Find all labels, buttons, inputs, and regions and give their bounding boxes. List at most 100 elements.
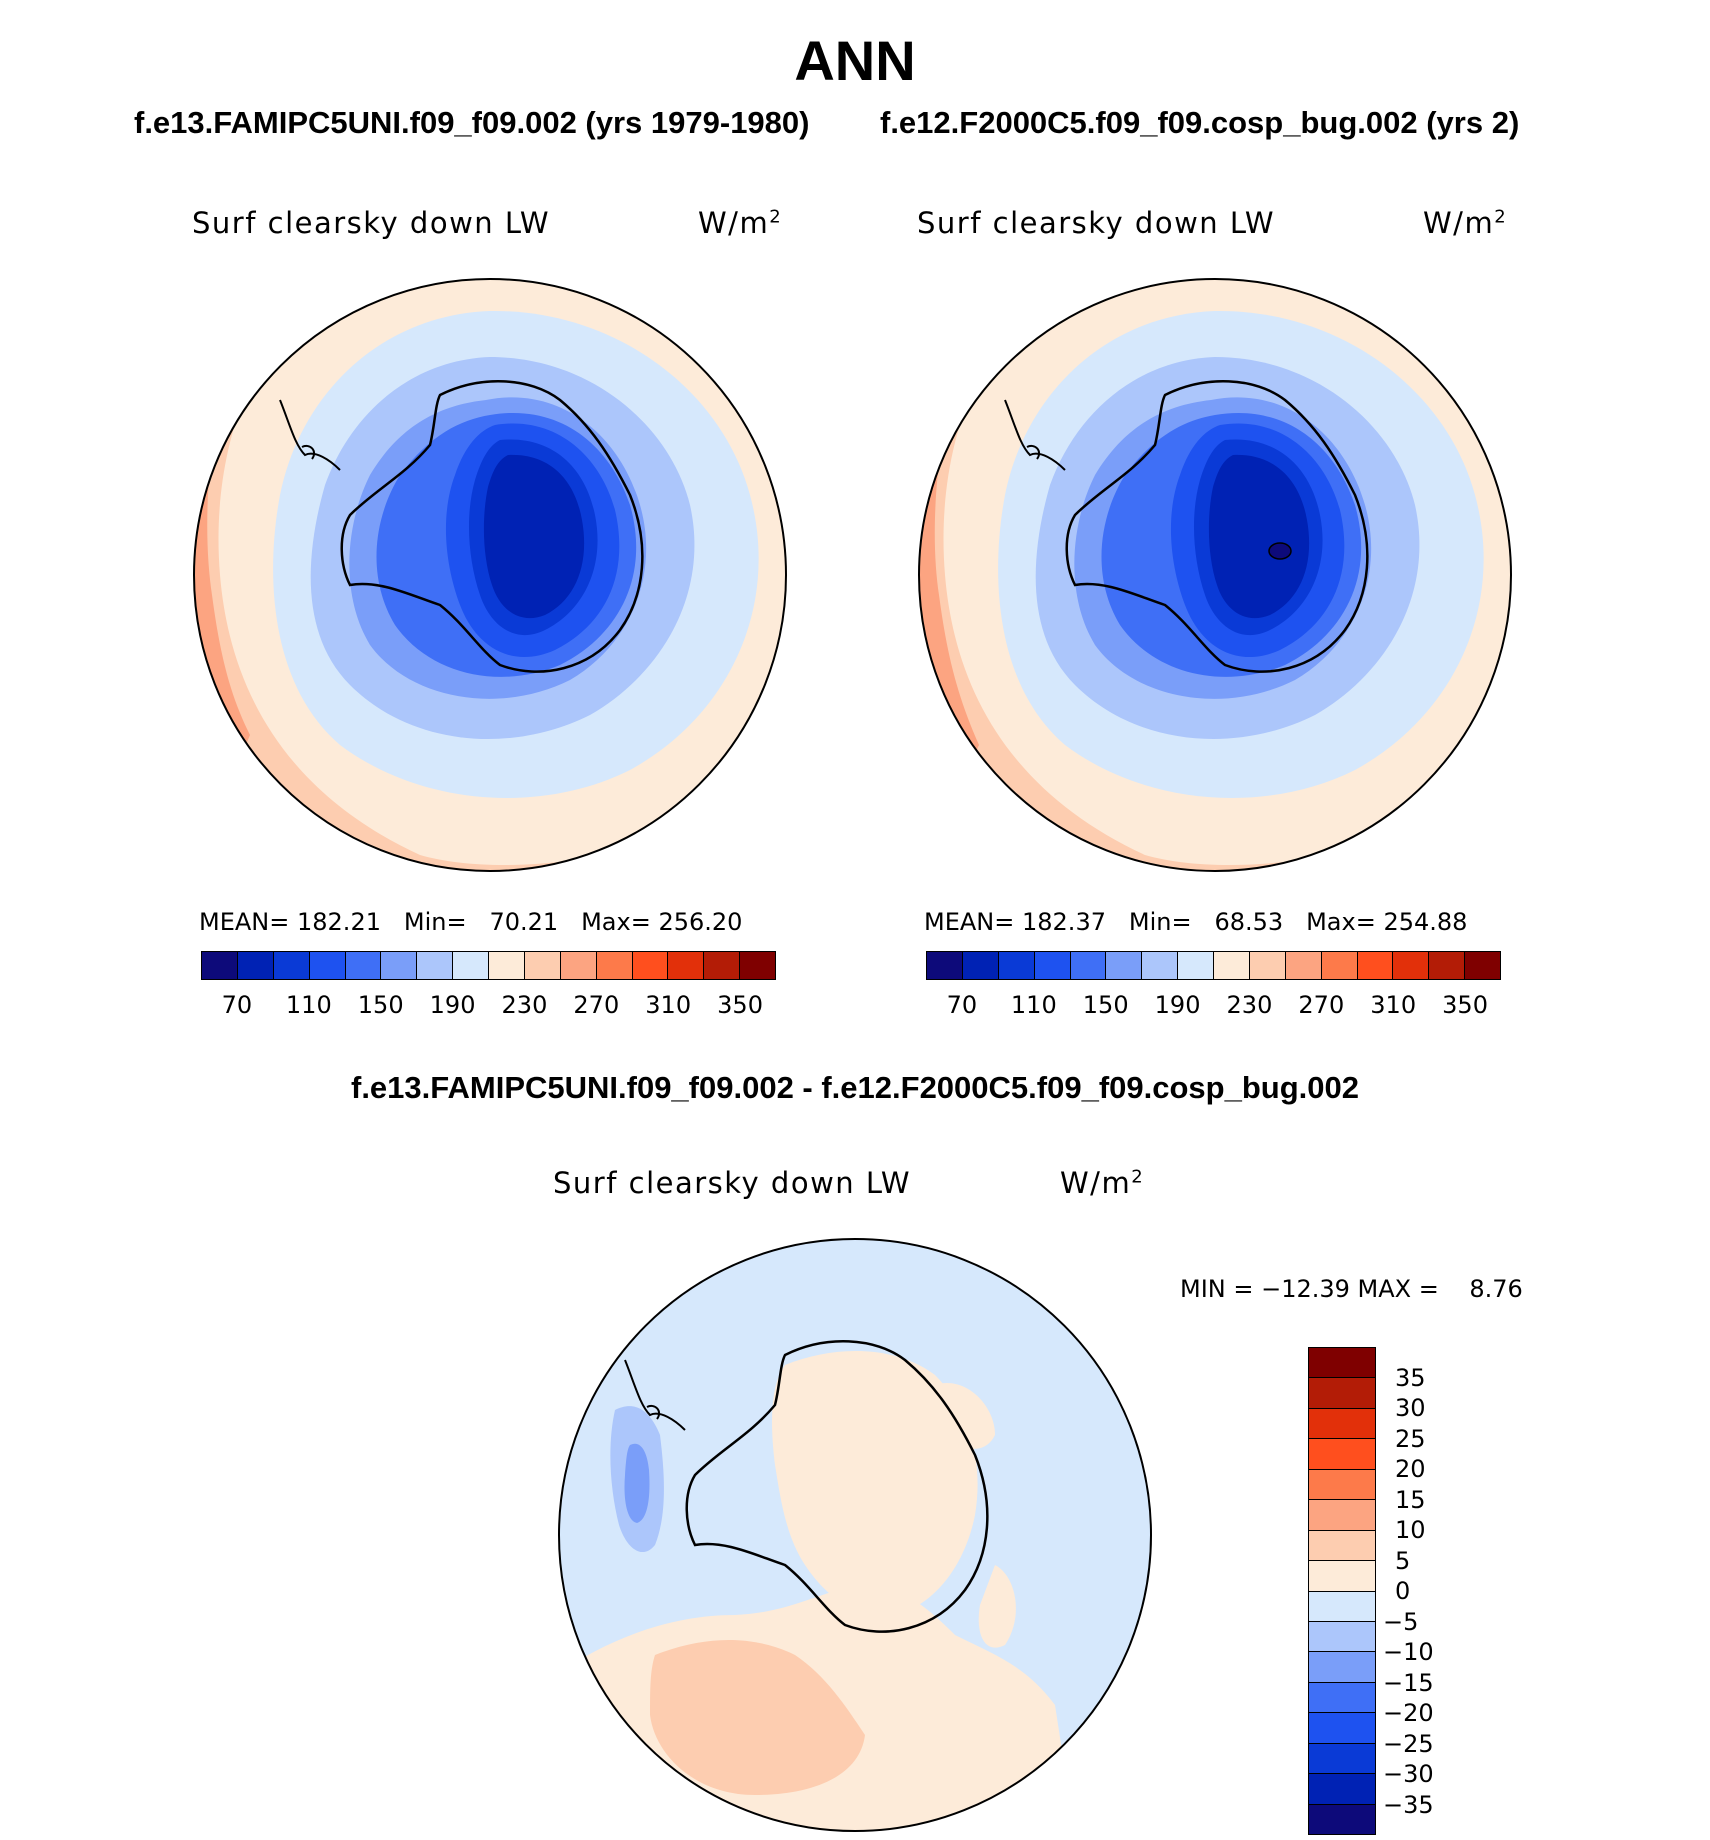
colorbar-2-tick-label: 110 bbox=[1010, 991, 1057, 1019]
colorbar-1-swatch bbox=[381, 952, 418, 979]
colorbar-1-swatch bbox=[489, 952, 525, 979]
colorbar-2-swatch bbox=[1357, 952, 1394, 979]
difference-minmax: MIN = −12.39 MAX = 8.76 bbox=[1180, 1275, 1523, 1303]
panel-2-mean: 182.37 bbox=[1022, 908, 1106, 936]
colorbar-difference-swatch bbox=[1309, 1713, 1375, 1744]
colorbar-1-swatch bbox=[740, 952, 775, 979]
case-title-right: f.e12.F2000C5.f09_f09.cosp_bug.002 (yrs … bbox=[880, 105, 1520, 140]
colorbar-1-swatch bbox=[632, 952, 669, 979]
panel-2-min: 68.53 bbox=[1214, 908, 1284, 936]
colorbar-1-tick-label: 150 bbox=[357, 991, 404, 1019]
colorbar-panel-1 bbox=[201, 951, 776, 980]
panel-1-min: 70.21 bbox=[489, 908, 559, 936]
colorbar-difference-tick-label: −15 bbox=[1383, 1668, 1434, 1697]
colorbar-2-swatch bbox=[1142, 952, 1179, 979]
colorbar-difference-swatch bbox=[1309, 1774, 1375, 1805]
colorbar-difference-tick-label: 15 bbox=[1395, 1485, 1426, 1514]
colorbar-1-swatch bbox=[417, 952, 454, 979]
colorbar-difference-tick-label: 25 bbox=[1395, 1424, 1426, 1453]
colorbar-2-swatch bbox=[962, 952, 999, 979]
panel-2-stats: MEAN= 182.37 Min= 68.53 Max= 254.88 bbox=[924, 908, 1468, 936]
colorbar-difference bbox=[1308, 1347, 1376, 1835]
colorbar-2-tick-label: 70 bbox=[946, 991, 978, 1019]
panel-1-stats: MEAN= 182.21 Min= 70.21 Max= 256.20 bbox=[199, 908, 743, 936]
case-title-left: f.e13.FAMIPC5UNI.f09_f09.002 (yrs 1979-1… bbox=[134, 105, 810, 140]
map-panel-1 bbox=[193, 278, 787, 872]
colorbar-2-swatch bbox=[1429, 952, 1466, 979]
colorbar-panel-2 bbox=[926, 951, 1501, 980]
colorbar-2-swatch bbox=[1321, 952, 1358, 979]
colorbar-difference-swatch bbox=[1309, 1408, 1375, 1440]
colorbar-1-swatch bbox=[560, 952, 597, 979]
panel-2-units: W/m2 bbox=[1423, 206, 1508, 240]
colorbar-2-swatch bbox=[998, 952, 1035, 979]
colorbar-2-swatch bbox=[1070, 952, 1107, 979]
colorbar-difference-tick-label: 10 bbox=[1395, 1516, 1426, 1544]
colorbar-difference-tick-label: −10 bbox=[1383, 1638, 1434, 1666]
colorbar-difference-swatch bbox=[1309, 1439, 1375, 1470]
colorbar-2-swatch bbox=[1465, 952, 1500, 979]
difference-title: f.e13.FAMIPC5UNI.f09_f09.002 - f.e12.F20… bbox=[351, 1070, 1359, 1105]
colorbar-difference-swatch bbox=[1309, 1500, 1375, 1531]
colorbar-2-tick-label: 190 bbox=[1154, 991, 1201, 1019]
colorbar-1-swatch bbox=[309, 952, 346, 979]
colorbar-difference-swatch bbox=[1309, 1469, 1375, 1501]
colorbar-1-tick-label: 190 bbox=[429, 991, 476, 1019]
colorbar-2-tick-label: 230 bbox=[1226, 991, 1273, 1019]
colorbar-difference-tick-label: −35 bbox=[1383, 1790, 1434, 1819]
difference-units: W/m2 bbox=[1060, 1166, 1145, 1200]
colorbar-difference-swatch bbox=[1309, 1621, 1375, 1653]
panel-2-max: 254.88 bbox=[1383, 908, 1468, 936]
colorbar-difference-swatch bbox=[1309, 1682, 1375, 1714]
colorbar-1-tick-label: 110 bbox=[285, 991, 332, 1019]
map-panel-2 bbox=[918, 278, 1512, 872]
colorbar-2-tick-label: 150 bbox=[1082, 991, 1129, 1019]
panel-2-variable: Surf clearsky down LW bbox=[917, 206, 1276, 240]
colorbar-2-tick-label: 270 bbox=[1298, 991, 1345, 1019]
colorbar-1-tick-label: 270 bbox=[573, 991, 620, 1019]
colorbar-difference-swatch bbox=[1309, 1591, 1375, 1622]
colorbar-2-swatch bbox=[1106, 952, 1143, 979]
colorbar-1-swatch bbox=[202, 952, 238, 979]
colorbar-1-swatch bbox=[345, 952, 382, 979]
colorbar-difference-swatch bbox=[1309, 1743, 1375, 1775]
colorbar-difference-tick-label: 0 bbox=[1395, 1577, 1411, 1605]
colorbar-1-swatch bbox=[273, 952, 310, 979]
colorbar-difference-tick-label: 5 bbox=[1395, 1546, 1411, 1575]
panel-1-units: W/m2 bbox=[698, 206, 783, 240]
figure-title: ANN bbox=[794, 29, 916, 92]
colorbar-2-tick-label: 350 bbox=[1442, 991, 1488, 1019]
colorbar-1-tick-label: 230 bbox=[501, 991, 548, 1019]
colorbar-difference-tick-label: −30 bbox=[1383, 1760, 1434, 1788]
map-difference bbox=[558, 1238, 1152, 1832]
panel-1-max: 256.20 bbox=[658, 908, 743, 936]
colorbar-1-swatch bbox=[524, 952, 561, 979]
colorbar-2-swatch bbox=[1178, 952, 1214, 979]
panel-1-mean: 182.21 bbox=[297, 908, 381, 936]
colorbar-difference-swatch bbox=[1309, 1378, 1375, 1409]
colorbar-1-swatch bbox=[237, 952, 274, 979]
colorbar-2-swatch bbox=[1285, 952, 1322, 979]
colorbar-difference-swatch bbox=[1309, 1348, 1375, 1379]
colorbar-1-tick-label: 310 bbox=[645, 991, 692, 1019]
colorbar-difference-tick-label: −5 bbox=[1383, 1607, 1419, 1636]
colorbar-difference-swatch bbox=[1309, 1561, 1375, 1592]
colorbar-difference-tick-label: 30 bbox=[1395, 1394, 1426, 1422]
colorbar-difference-tick-label: −25 bbox=[1383, 1729, 1434, 1758]
colorbar-1-swatch bbox=[453, 952, 489, 979]
colorbar-difference-swatch bbox=[1309, 1652, 1375, 1683]
colorbar-1-swatch bbox=[668, 952, 705, 979]
colorbar-2-swatch bbox=[1214, 952, 1250, 979]
panel-1-variable: Surf clearsky down LW bbox=[192, 206, 551, 240]
colorbar-2-tick-label: 310 bbox=[1370, 991, 1417, 1019]
colorbar-1-swatch bbox=[596, 952, 633, 979]
colorbar-1-tick-label: 350 bbox=[717, 991, 763, 1019]
colorbar-2-swatch bbox=[927, 952, 963, 979]
colorbar-2-swatch bbox=[1034, 952, 1071, 979]
colorbar-1-swatch bbox=[704, 952, 741, 979]
colorbar-1-tick-label: 70 bbox=[221, 991, 253, 1019]
colorbar-2-swatch bbox=[1249, 952, 1286, 979]
colorbar-difference-tick-label: 35 bbox=[1395, 1363, 1426, 1392]
colorbar-difference-tick-label: 20 bbox=[1395, 1455, 1426, 1483]
colorbar-2-swatch bbox=[1393, 952, 1430, 979]
